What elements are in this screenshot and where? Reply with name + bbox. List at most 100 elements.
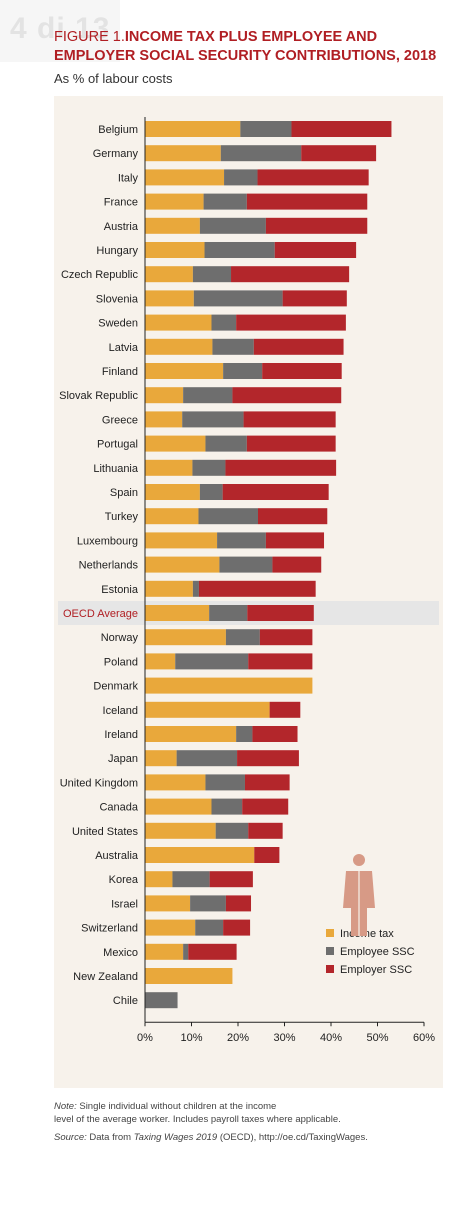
category-label-spain: Spain <box>110 487 138 499</box>
bar-hungary-employee-ssc <box>204 242 275 258</box>
bar-czech-republic-employer-ssc <box>231 266 350 283</box>
x-tick-label: 50% <box>366 1032 388 1044</box>
source-text-1: Data from <box>89 1132 132 1143</box>
bar-germany-employee-ssc <box>220 145 302 162</box>
bar-norway-employer-ssc <box>259 629 313 646</box>
bar-canada-employee-ssc <box>211 798 243 815</box>
bar-czech-republic-employee-ssc <box>192 266 232 283</box>
category-label-hungary: Hungary <box>96 245 138 257</box>
page-number-watermark: 4 di 13 <box>0 0 120 62</box>
bar-israel-employee-ssc <box>190 895 226 912</box>
bar-ireland-employee-ssc <box>236 726 253 742</box>
category-label-belgium: Belgium <box>98 124 138 136</box>
bar-korea-employee-ssc <box>172 871 210 888</box>
legend-label-0: Income tax <box>340 928 394 940</box>
bar-slovenia-employee-ssc <box>193 290 283 307</box>
x-tick-label: 40% <box>320 1032 342 1044</box>
bar-iceland-income-tax <box>145 701 270 718</box>
bar-norway-income-tax <box>145 629 226 646</box>
bar-finland-employer-ssc <box>262 363 342 379</box>
bar-australia-employer-ssc <box>254 847 280 863</box>
bar-mexico-income-tax <box>145 943 184 960</box>
bar-slovenia-income-tax <box>145 290 194 307</box>
bar-latvia-income-tax <box>145 338 213 355</box>
bar-slovenia-employer-ssc <box>282 290 347 307</box>
category-label-germany: Germany <box>93 148 139 160</box>
bar-korea-income-tax <box>145 871 173 888</box>
bar-portugal-employer-ssc <box>246 435 336 452</box>
category-label-switzerland: Switzerland <box>81 923 138 935</box>
bar-united-kingdom-employer-ssc <box>244 774 290 791</box>
bar-ireland-employer-ssc <box>252 726 298 742</box>
bar-mexico-employer-ssc <box>188 943 237 960</box>
bar-poland-income-tax <box>145 653 176 670</box>
note: Note: Single individual without children… <box>54 1100 454 1126</box>
category-label-slovenia: Slovenia <box>96 293 139 305</box>
bar-austria-income-tax <box>145 217 200 234</box>
bar-czech-republic-income-tax <box>145 266 193 283</box>
bar-france-employer-ssc <box>246 193 368 210</box>
bar-slovak-republic-employer-ssc <box>232 387 342 404</box>
bar-slovak-republic-employee-ssc <box>183 387 233 404</box>
bar-hungary-income-tax <box>145 242 205 258</box>
note-line-1: Single individual without children at th… <box>79 1101 277 1112</box>
bar-switzerland-income-tax <box>145 919 196 936</box>
bar-united-kingdom-employee-ssc <box>205 774 245 791</box>
bar-poland-employer-ssc <box>248 653 313 670</box>
source-label: Source: <box>54 1132 87 1143</box>
bar-chile-employee-ssc <box>145 992 178 1009</box>
category-label-france: France <box>104 197 138 209</box>
bar-hungary-employer-ssc <box>274 242 357 258</box>
category-label-italy: Italy <box>118 172 139 184</box>
category-label-australia: Australia <box>95 850 139 862</box>
bar-belgium-employer-ssc <box>291 121 392 137</box>
bar-canada-income-tax <box>145 798 212 815</box>
category-label-iceland: Iceland <box>103 705 138 717</box>
bar-denmark-income-tax <box>145 677 313 694</box>
x-tick-label: 0% <box>137 1032 153 1044</box>
source-text-2: (OECD), http://oe.cd/TaxingWages. <box>219 1132 368 1143</box>
bar-netherlands-employer-ssc <box>272 556 322 573</box>
category-label-turkey: Turkey <box>105 511 139 523</box>
category-label-united-kingdom: United Kingdom <box>60 777 138 789</box>
legend-swatch-1 <box>326 947 334 955</box>
bar-israel-employer-ssc <box>225 895 252 912</box>
bar-oecd-average-employee-ssc <box>209 605 248 621</box>
bar-luxembourg-income-tax <box>145 532 218 549</box>
category-label-latvia: Latvia <box>109 342 139 354</box>
watermark-text: 4 di 13 <box>10 12 111 45</box>
x-tick-label: 20% <box>227 1032 249 1044</box>
person-icon-head <box>353 854 365 866</box>
x-tick-label: 10% <box>180 1032 202 1044</box>
category-label-finland: Finland <box>102 366 138 378</box>
legend-label-1: Employee SSC <box>340 946 415 958</box>
bar-germany-income-tax <box>145 145 221 162</box>
bar-japan-employee-ssc <box>176 750 238 767</box>
bar-luxembourg-employee-ssc <box>217 532 266 549</box>
bar-greece-income-tax <box>145 411 183 428</box>
bar-germany-employer-ssc <box>301 145 377 162</box>
bar-latvia-employer-ssc <box>253 338 344 355</box>
bar-united-states-employer-ssc <box>248 822 283 839</box>
bar-netherlands-income-tax <box>145 556 220 573</box>
category-label-greece: Greece <box>102 414 138 426</box>
bar-portugal-employee-ssc <box>205 435 247 452</box>
bar-greece-employee-ssc <box>182 411 244 428</box>
bar-oecd-average-income-tax <box>145 605 210 621</box>
bar-estonia-employee-ssc <box>192 580 199 597</box>
figure-title-text: INCOME TAX PLUS EMPLOYEE AND EMPLOYER SO… <box>54 29 437 64</box>
legend-swatch-0 <box>326 929 334 937</box>
bar-greece-employer-ssc <box>243 411 336 428</box>
category-label-canada: Canada <box>99 802 138 814</box>
bar-iceland-employer-ssc <box>269 701 301 718</box>
bar-netherlands-employee-ssc <box>219 556 273 573</box>
category-label-estonia: Estonia <box>101 584 139 596</box>
bar-israel-income-tax <box>145 895 191 912</box>
bar-ireland-income-tax <box>145 726 237 742</box>
category-label-czech-republic: Czech Republic <box>61 269 139 281</box>
bar-slovak-republic-income-tax <box>145 387 184 404</box>
source-title: Taxing Wages 2019 <box>133 1132 218 1143</box>
bar-lithuania-employer-ssc <box>225 459 337 476</box>
chart-panel: Belgium Germany Italy France Austria Hungary C… <box>54 96 443 1088</box>
bar-new-zealand-income-tax <box>145 968 233 984</box>
